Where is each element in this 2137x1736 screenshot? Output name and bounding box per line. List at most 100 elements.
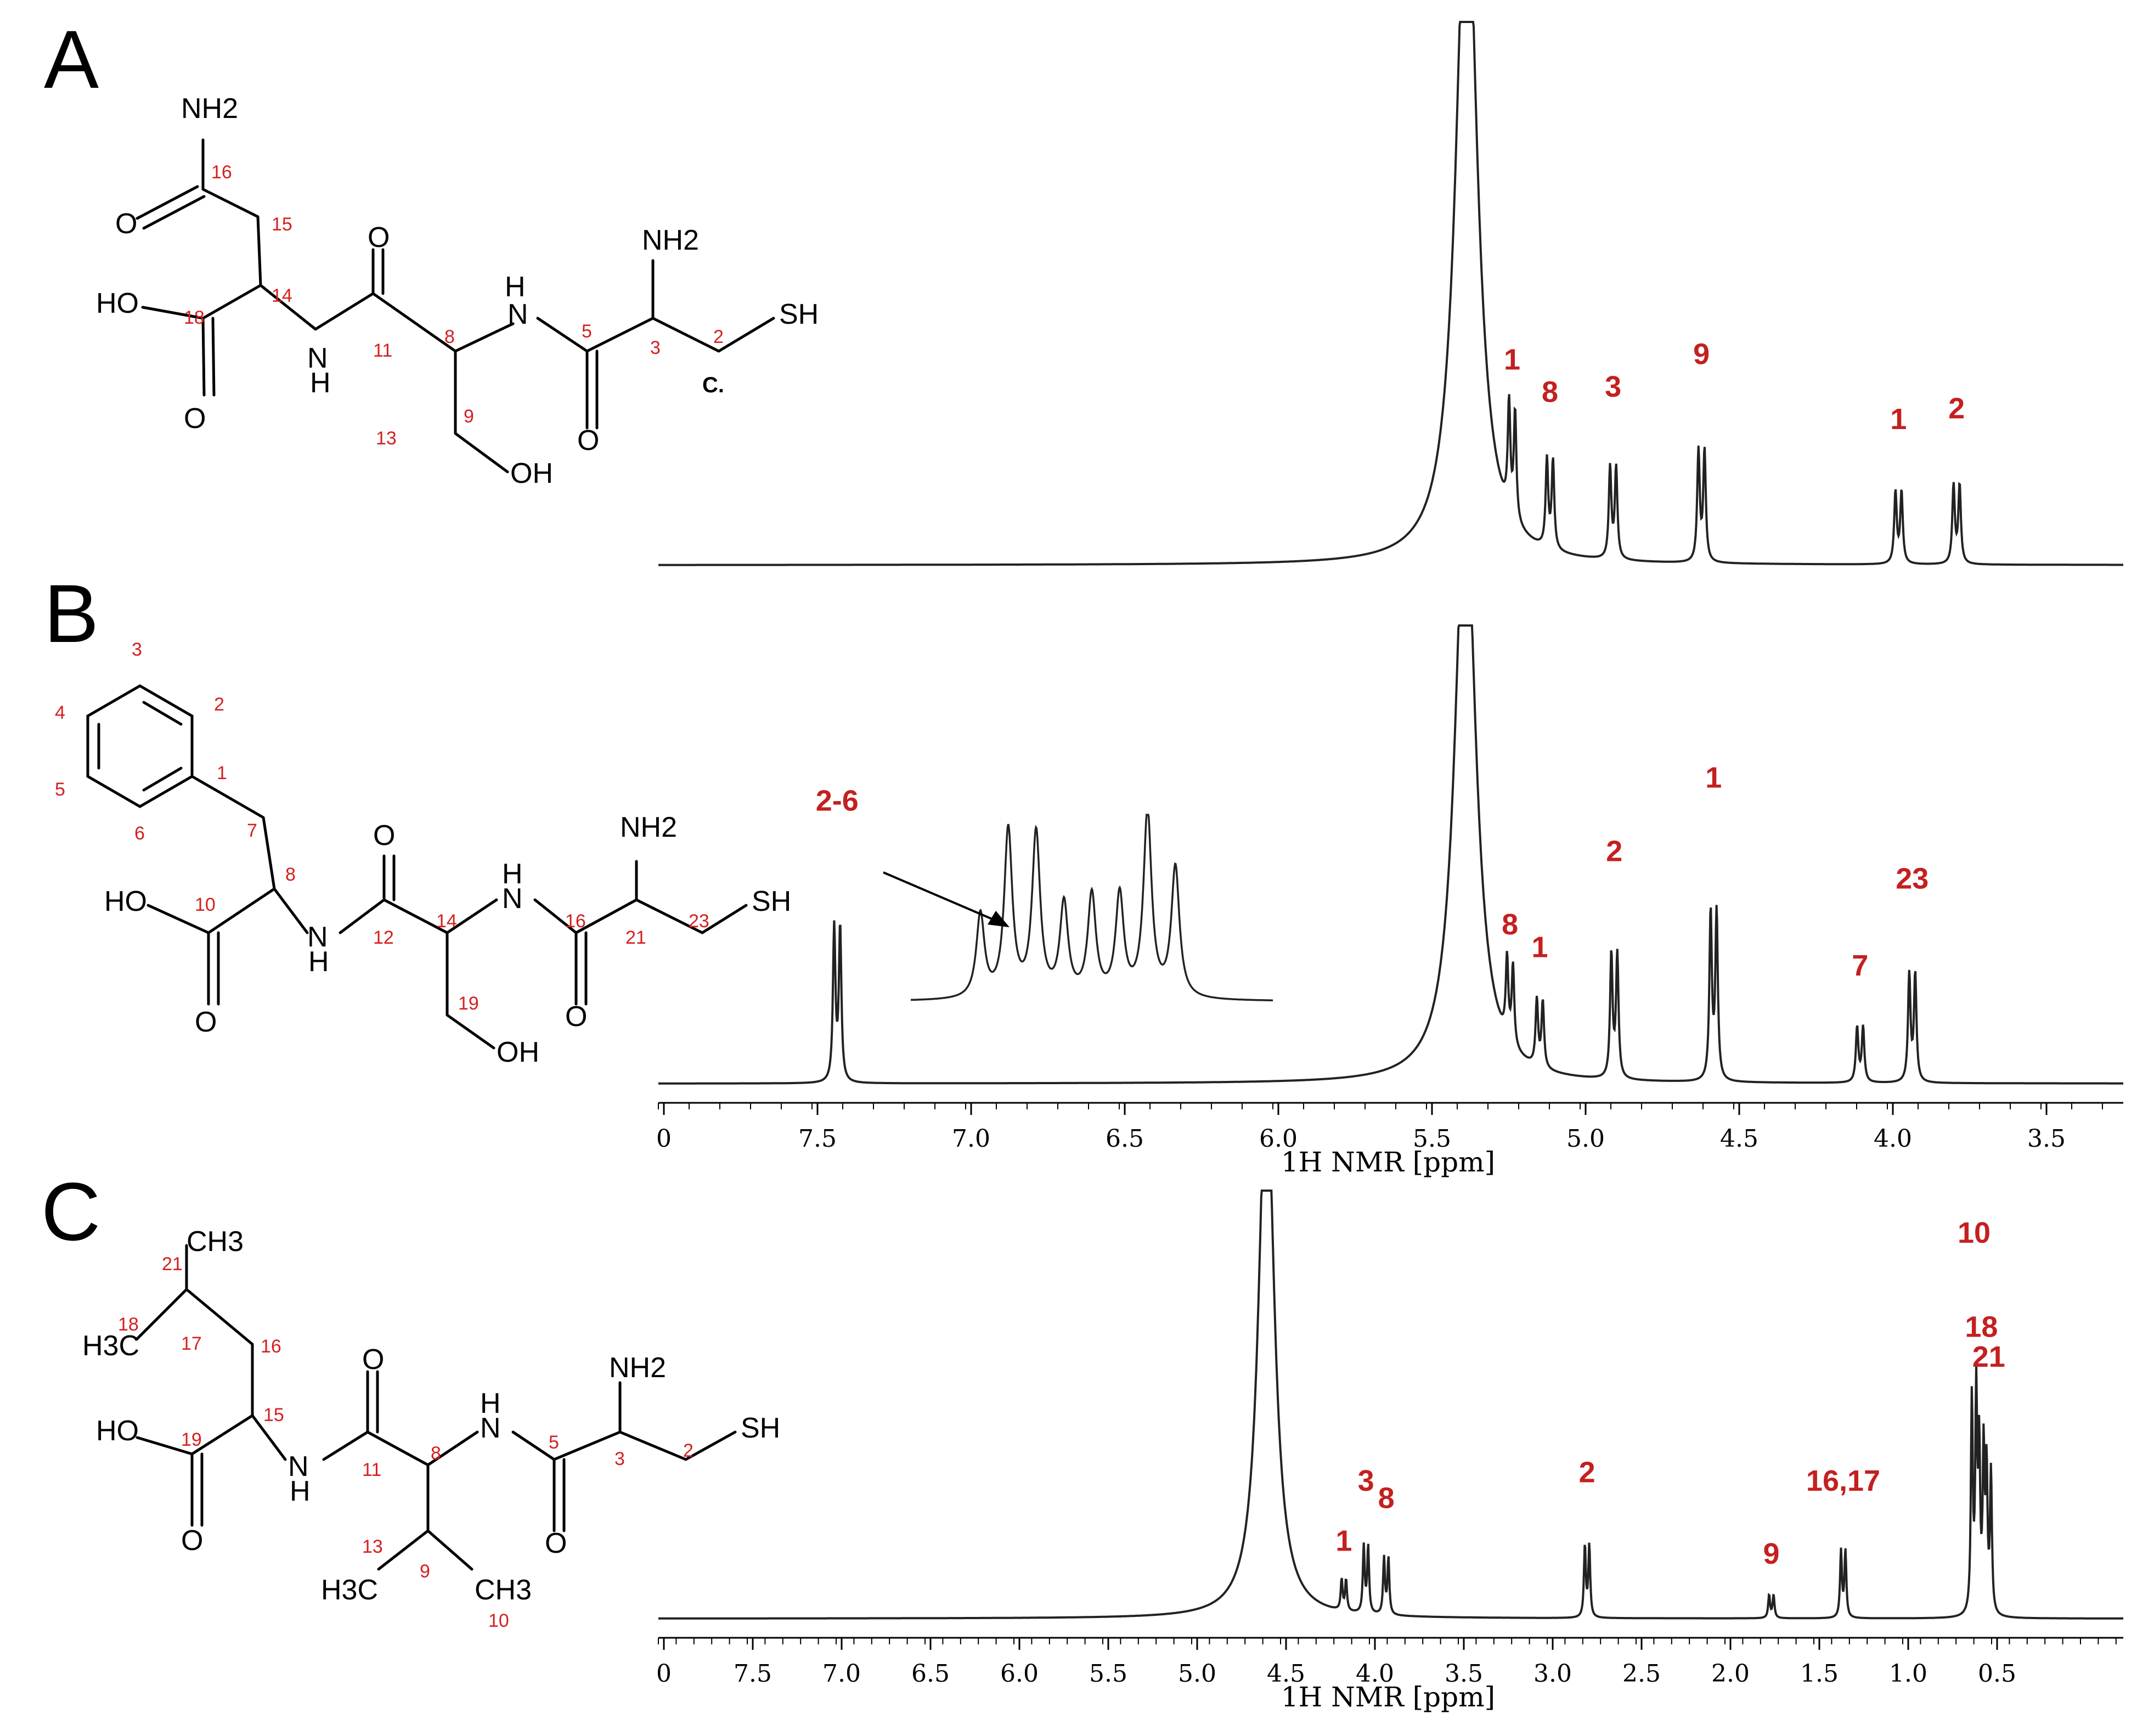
num-c-19: 19 bbox=[181, 1429, 202, 1450]
peak-label: 2-6 bbox=[816, 784, 859, 817]
atom-oh-9: OH bbox=[510, 458, 553, 489]
tick-label: 0.5 bbox=[1978, 1660, 2016, 1688]
peak-label: 1 bbox=[1705, 762, 1722, 794]
peak-label: 9 bbox=[1693, 337, 1710, 370]
structure-a: NH2 O HO O NH2 H N SH N H O O OH C. 16 1… bbox=[96, 93, 819, 489]
atom-o-16: O bbox=[565, 1001, 587, 1033]
num-c-21: 21 bbox=[162, 1254, 183, 1275]
spectrum-a: 18 391 2 bbox=[658, 21, 2123, 566]
spectrum-b-trace bbox=[658, 624, 2123, 1085]
tick-label: 7.0 bbox=[952, 1125, 990, 1153]
atom-n-amide1: N bbox=[508, 298, 528, 330]
num-2: 2 bbox=[713, 326, 724, 347]
tick-label: 4.5 bbox=[1267, 1660, 1305, 1688]
atom-h-amide1: H bbox=[502, 858, 523, 890]
atom-o-12: O bbox=[373, 820, 395, 852]
num-b-8: 8 bbox=[285, 864, 296, 885]
peak-label: 1 bbox=[1890, 403, 1907, 436]
num-b-1: 1 bbox=[217, 763, 227, 784]
tick-label: 3.5 bbox=[1445, 1660, 1483, 1688]
num-b-16: 16 bbox=[565, 911, 586, 932]
tick-label: 7.0 bbox=[822, 1660, 861, 1688]
spectrum-c-trace bbox=[658, 1190, 2123, 1620]
atom-nh2-3: NH2 bbox=[642, 224, 699, 256]
num-b-4: 4 bbox=[55, 702, 65, 723]
atom-o-5: O bbox=[577, 425, 599, 456]
atom-h3c-18: H3C bbox=[82, 1330, 139, 1362]
num-5: 5 bbox=[582, 321, 592, 342]
num-b-3: 3 bbox=[132, 639, 142, 660]
atom-o-11: O bbox=[362, 1344, 384, 1376]
num-b-14: 14 bbox=[436, 911, 457, 932]
atom-nh2-3: NH2 bbox=[609, 1352, 666, 1384]
peak-label: 8 bbox=[1378, 1481, 1395, 1514]
num-c-2: 2 bbox=[683, 1440, 693, 1461]
panel-a: A NH2 O HO O NH2 H N SH N H O O OH C. 16… bbox=[44, 13, 2123, 566]
num-16: 16 bbox=[211, 162, 232, 183]
atom-ho-19: HO bbox=[96, 1415, 139, 1447]
peak-label: 1 bbox=[1335, 1524, 1352, 1557]
peak-label: 10 bbox=[1958, 1216, 1991, 1249]
peak-label: 1 bbox=[1504, 343, 1520, 376]
atom-n-amide1: N bbox=[480, 1412, 501, 1444]
peak-label: 2 bbox=[1579, 1456, 1595, 1489]
inset-arrow bbox=[883, 871, 999, 923]
atom-h3c-13: H3C bbox=[321, 1574, 378, 1606]
atom-o-18: O bbox=[184, 403, 206, 435]
tick-label: 5.0 bbox=[1178, 1660, 1216, 1688]
peak-label: 3 bbox=[1358, 1464, 1374, 1497]
atom-h-amide2: H bbox=[310, 367, 331, 399]
axis-b: 07.57.06.56.05.55.04.54.03.53.02.51H NMR… bbox=[656, 1102, 2123, 1178]
inset-arrowhead bbox=[988, 911, 1010, 927]
structure-b: NH2 O H N SH HO N H O O OH 3 2 4 5 6 1 7… bbox=[55, 639, 791, 1068]
panel-letter-a: A bbox=[44, 13, 99, 105]
peak-label: 9 bbox=[1763, 1537, 1779, 1570]
num-c-3: 3 bbox=[614, 1448, 625, 1469]
num-b-7: 7 bbox=[247, 820, 257, 841]
peak-label: 16,17 bbox=[1806, 1464, 1880, 1497]
atom-sh-b: SH bbox=[752, 886, 791, 917]
peak-label: 2 bbox=[1948, 392, 1965, 425]
tick-label: 6.5 bbox=[911, 1660, 950, 1688]
atom-ch3-10: CH3 bbox=[475, 1574, 532, 1606]
atom-oh-19: OH bbox=[497, 1036, 539, 1068]
num-b-19: 19 bbox=[458, 993, 479, 1014]
peak-label: 8 bbox=[1542, 376, 1558, 409]
num-18: 18 bbox=[184, 307, 205, 328]
structure-a-bonds bbox=[136, 138, 775, 474]
structure-b-bonds bbox=[86, 684, 748, 1050]
peak-label: 18 bbox=[1965, 1310, 1998, 1343]
num-b-21: 21 bbox=[625, 927, 646, 948]
atom-n-amide2: N bbox=[288, 1451, 309, 1483]
num-c-16: 16 bbox=[261, 1336, 281, 1357]
tick-label: 0 bbox=[656, 1125, 672, 1153]
peak-label: 1 bbox=[1531, 931, 1548, 964]
x-axis-title: 1H NMR [ppm] bbox=[1281, 1681, 1495, 1713]
tick-label: 5.0 bbox=[1566, 1125, 1605, 1153]
peak-label: 8 bbox=[1502, 908, 1518, 941]
structure-c: CH3 H3C NH2 H N SH HO O N H O O H3C CH3 … bbox=[82, 1226, 780, 1631]
tick-label: 5.5 bbox=[1413, 1125, 1451, 1153]
peak-label: 2 bbox=[1606, 835, 1622, 867]
num-b-5: 5 bbox=[55, 779, 65, 800]
atom-o-11: O bbox=[368, 222, 390, 253]
atom-o-10: O bbox=[195, 1006, 217, 1038]
num-14: 14 bbox=[272, 285, 292, 306]
num-13: 13 bbox=[376, 428, 397, 449]
num-3: 3 bbox=[650, 337, 661, 358]
num-b-23: 23 bbox=[689, 911, 709, 932]
atom-o-16: O bbox=[115, 208, 137, 240]
num-b-10: 10 bbox=[195, 894, 216, 915]
atom-c-artifact: C. bbox=[702, 373, 724, 397]
spectrum-a-trace bbox=[658, 21, 2123, 566]
peak-label: 21 bbox=[1972, 1340, 2005, 1373]
peak-label: 23 bbox=[1896, 862, 1929, 895]
tick-label: 0 bbox=[656, 1660, 672, 1688]
tick-label: 6.0 bbox=[1000, 1660, 1039, 1688]
tick-label: 5.5 bbox=[1089, 1660, 1127, 1688]
tick-label: 1.5 bbox=[1800, 1660, 1839, 1688]
num-c-17: 17 bbox=[181, 1333, 202, 1354]
peak-label: 7 bbox=[1852, 949, 1868, 982]
